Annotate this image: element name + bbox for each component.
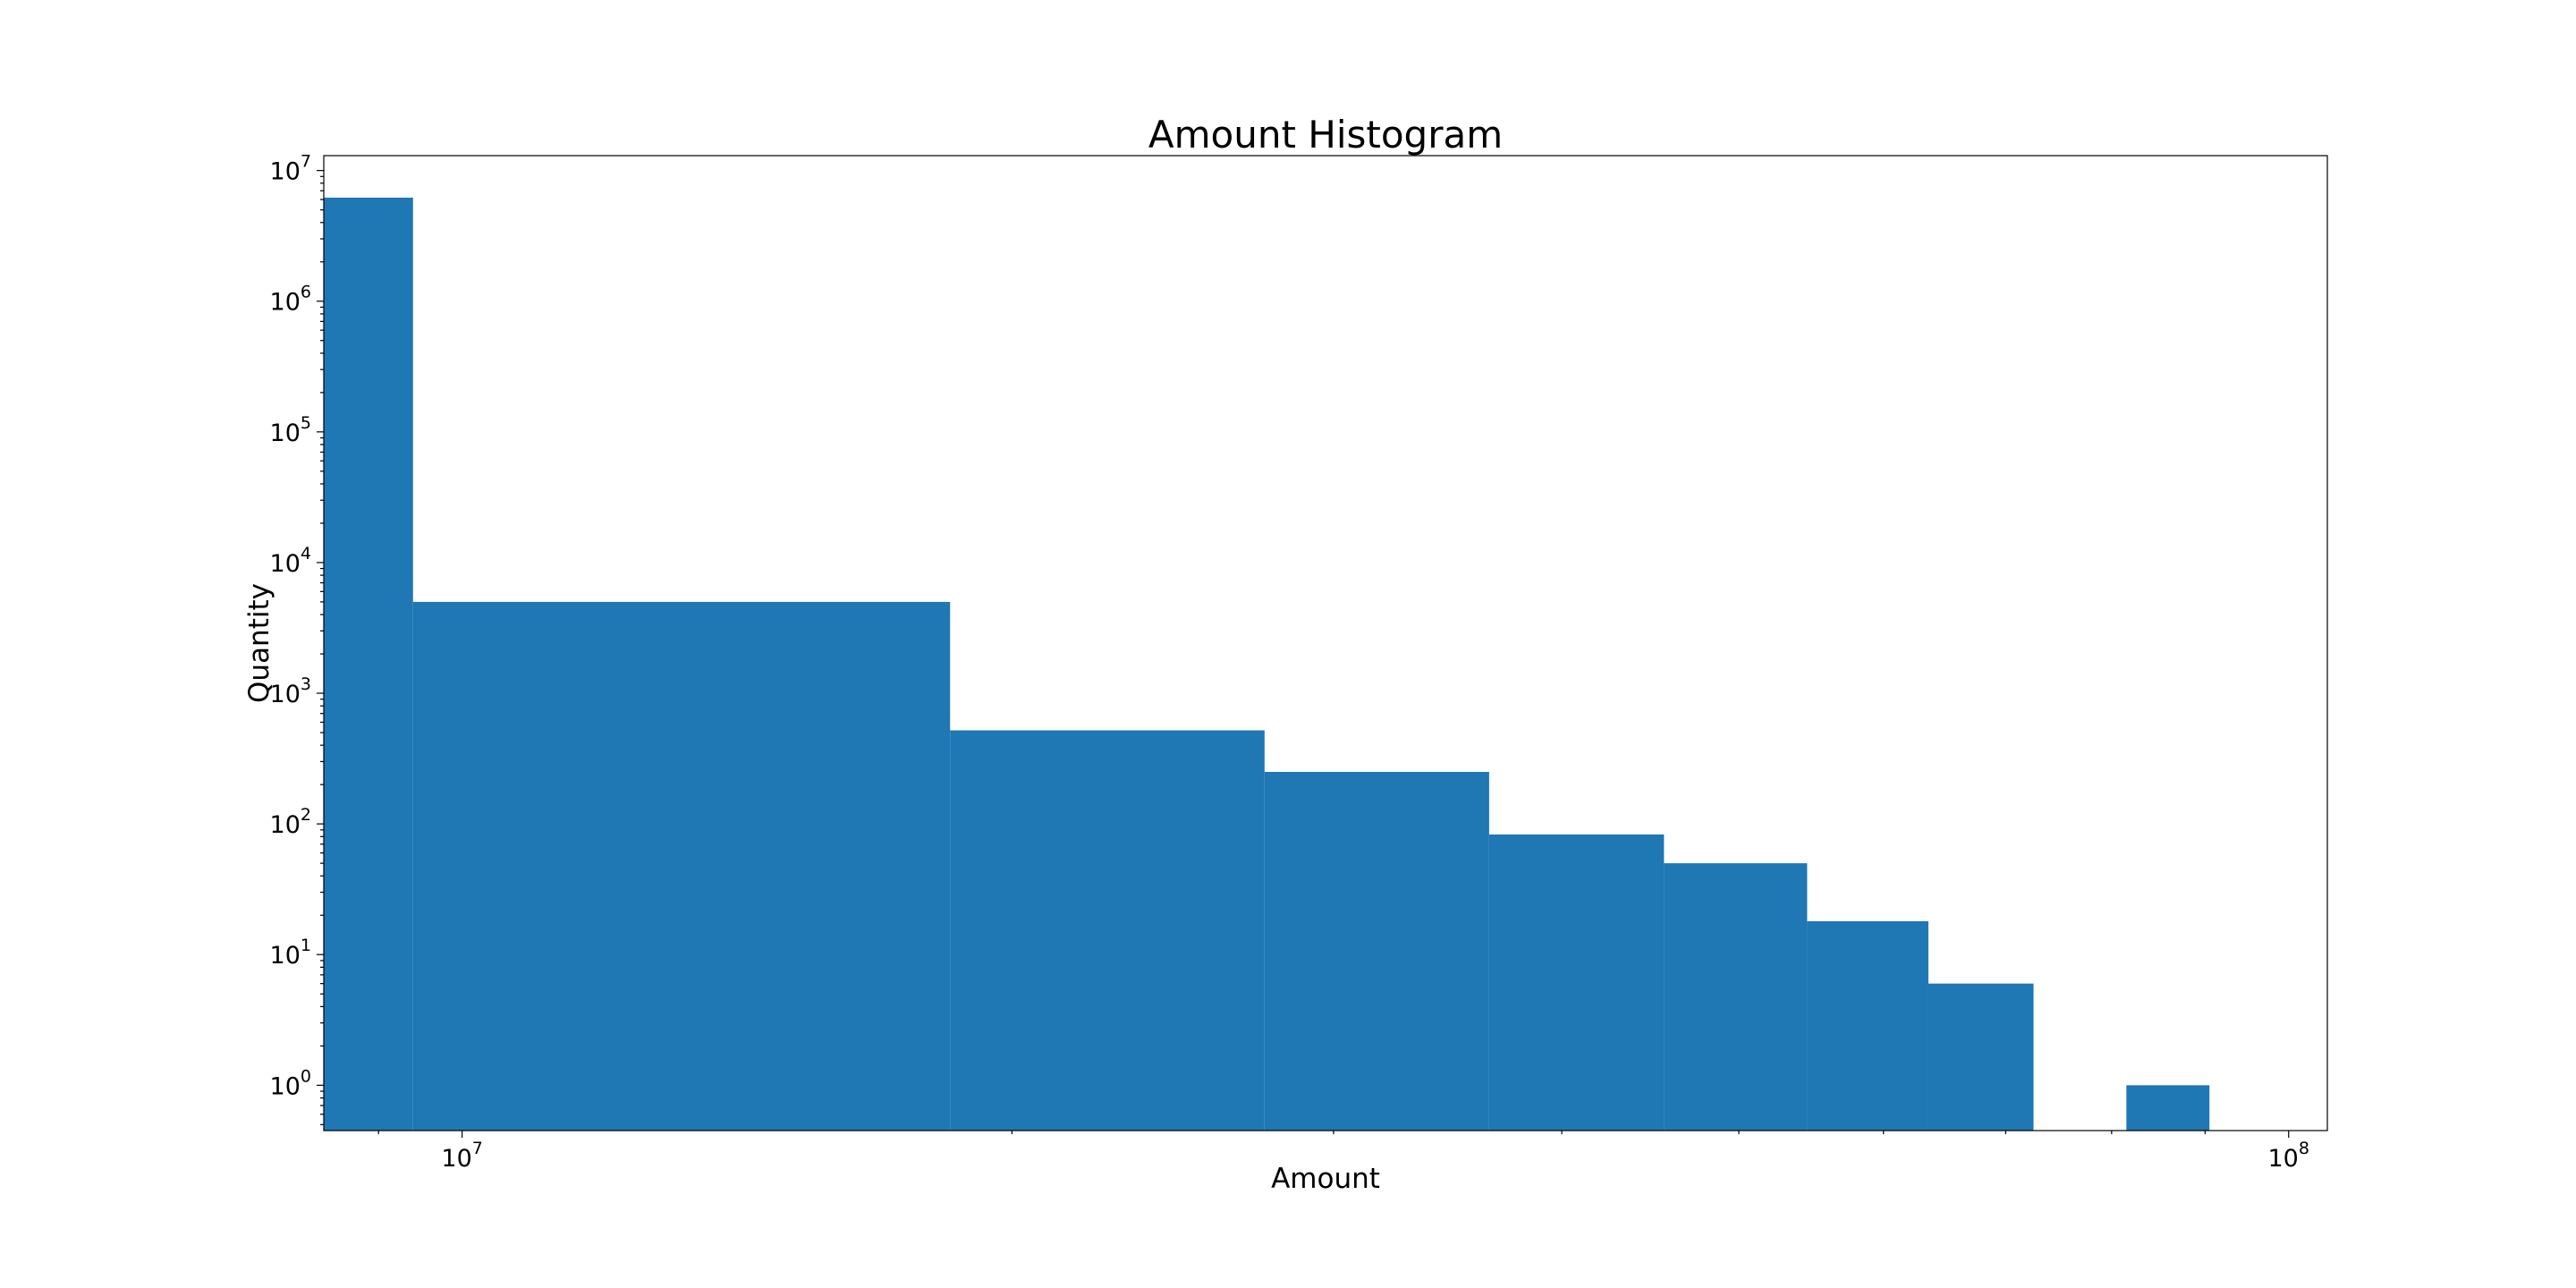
- y-tick-label-7: 107: [270, 152, 311, 186]
- histogram-bar-4: [1264, 772, 1489, 1131]
- histogram-bar-1: [324, 197, 413, 1131]
- y-tick-label-6: 106: [270, 283, 311, 317]
- histogram-bar-2: [412, 601, 951, 1131]
- ticks-layer: 100 101 102 103 104 105 106 107 107 108: [270, 152, 2309, 1173]
- y-tick-label-3: 103: [270, 674, 311, 708]
- bars-layer: [324, 197, 2210, 1131]
- y-axis-label: Quantity: [243, 583, 275, 703]
- x-tick-label-0: 107: [441, 1139, 482, 1173]
- histogram-bar-5: [1488, 834, 1665, 1131]
- histogram-bar-6: [1664, 863, 1808, 1131]
- x-axis-label: Amount: [1271, 1163, 1380, 1195]
- histogram-bar-8: [1928, 983, 2034, 1131]
- x-tick-label-1: 108: [2268, 1139, 2309, 1173]
- histogram-bar-9: [2126, 1085, 2210, 1131]
- y-tick-label-5: 105: [270, 413, 311, 447]
- y-tick-label-4: 104: [270, 544, 311, 578]
- chart-title: Amount Histogram: [1148, 113, 1503, 157]
- histogram-bar-3: [950, 730, 1265, 1131]
- y-tick-label-0: 100: [270, 1066, 311, 1100]
- y-tick-label-2: 102: [270, 805, 311, 839]
- y-tick-label-1: 101: [270, 936, 311, 970]
- histogram-bar-7: [1807, 920, 1928, 1131]
- plot-frame: [323, 155, 2328, 1131]
